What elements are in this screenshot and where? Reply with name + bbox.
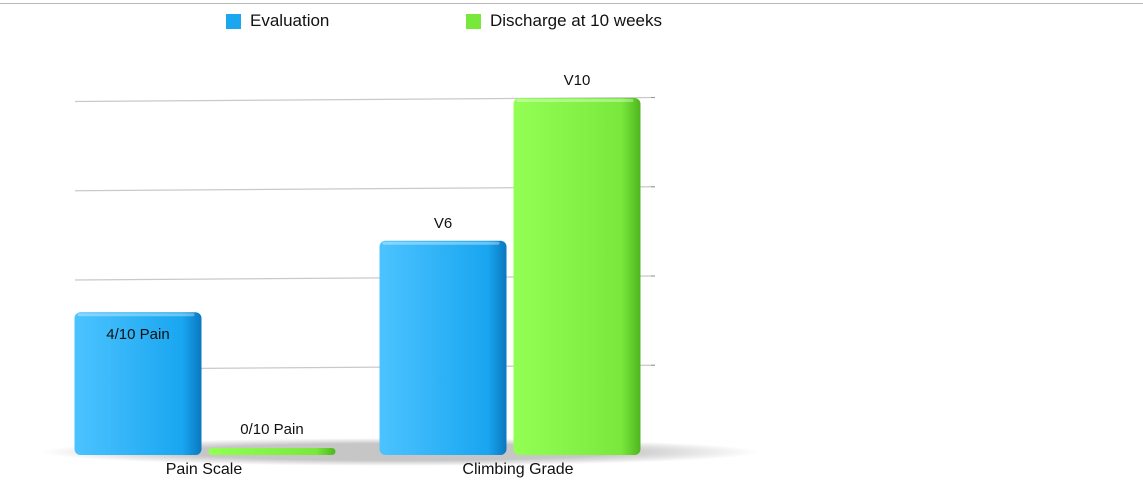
legend-item-evaluation: Evaluation — [226, 11, 329, 31]
data-label: 4/10 Pain — [106, 326, 169, 343]
data-label: V6 — [434, 215, 452, 232]
bar-evaluation-1 — [379, 240, 507, 455]
legend-item-discharge: Discharge at 10 weeks — [466, 11, 662, 31]
legend: Evaluation Discharge at 10 weeks — [0, 11, 1143, 33]
legend-swatch-evaluation — [226, 13, 241, 29]
bar-discharge-1 — [513, 98, 641, 455]
category-label: Pain Scale — [166, 461, 243, 478]
legend-label-evaluation: Evaluation — [250, 11, 330, 30]
legend-swatch-discharge — [466, 13, 481, 29]
data-label: V10 — [564, 72, 591, 89]
data-label: 0/10 Pain — [240, 421, 303, 438]
legend-label-discharge: Discharge at 10 weeks — [490, 11, 662, 30]
bar-highlight — [77, 313, 195, 317]
bar-evaluation-0 — [74, 312, 202, 455]
bar-discharge-0 — [208, 448, 336, 455]
top-rule — [0, 3, 1143, 4]
category-label: Climbing Grade — [462, 461, 573, 478]
bar-highlight — [516, 99, 634, 102]
bar-highlight — [382, 241, 500, 245]
